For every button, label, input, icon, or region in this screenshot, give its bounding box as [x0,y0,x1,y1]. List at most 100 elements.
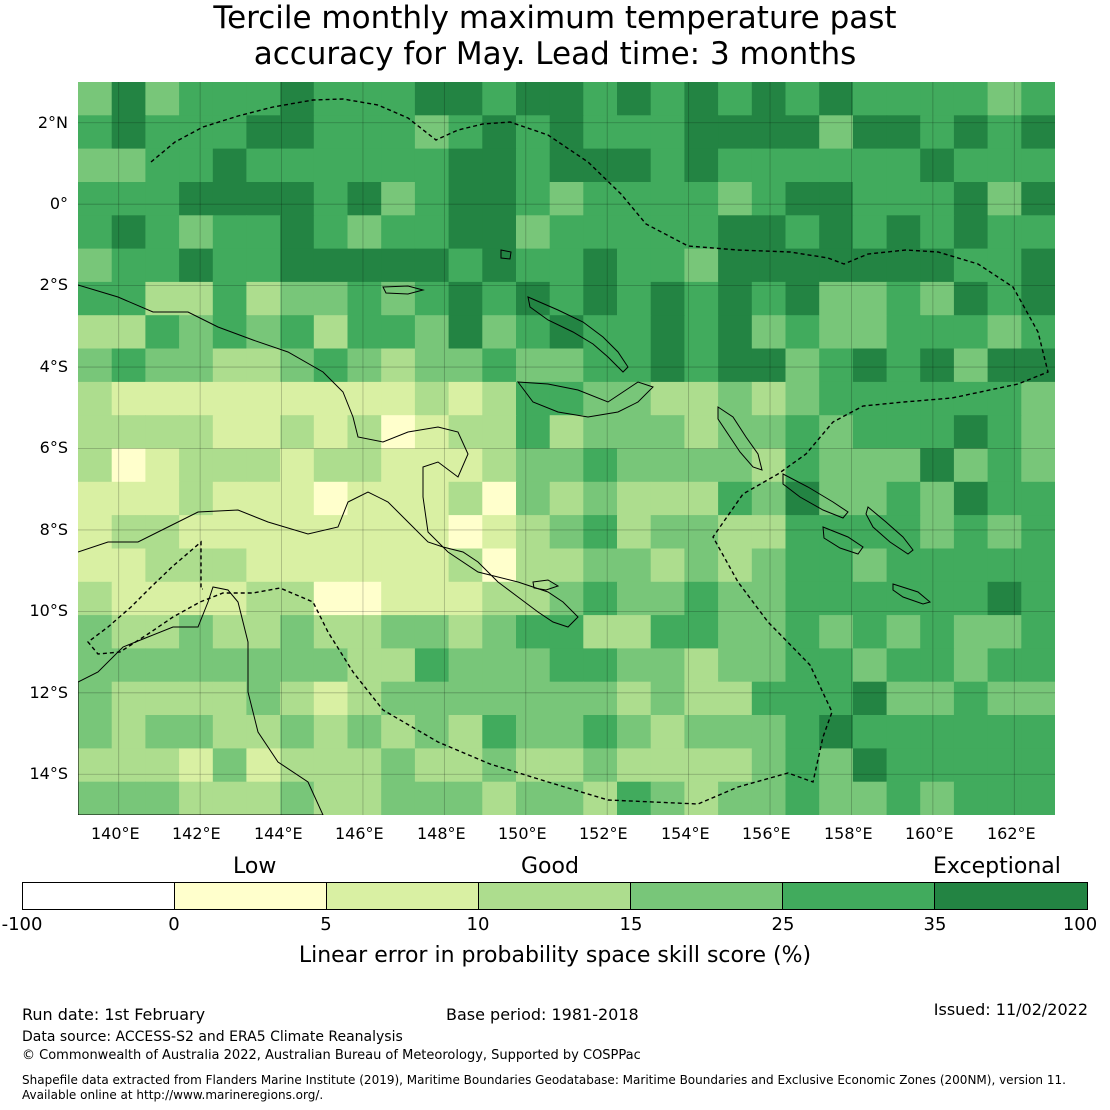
skill-cell [549,715,584,749]
skill-cell [78,315,113,350]
skill-cell [751,681,787,716]
skill-cell [819,215,854,250]
skill-cell [549,415,584,450]
colorbar-tick-label: -100 [1,914,43,935]
skill-cell [684,715,719,749]
skill-cell [1021,281,1055,316]
skill-cell [650,281,685,316]
skill-cell [650,648,685,683]
skill-cell [381,715,416,749]
skill-cell [583,681,618,716]
skill-cell [650,348,685,383]
skill-cell [212,215,248,250]
skill-cell [819,82,854,116]
skill-cell [347,315,382,350]
skill-cell [212,415,248,450]
skill-cell [987,82,1022,116]
skill-cell [1021,548,1055,583]
skill-cell [448,315,483,350]
solomon-malaita-coast [865,506,914,555]
skill-cell [145,82,180,116]
skill-cell [347,115,382,150]
skill-cell [920,381,955,416]
skill-cell [212,781,248,815]
skill-cell [650,681,685,716]
skill-cell [549,581,584,616]
title-line-2: accuracy for May. Lead time: 3 months [253,36,857,72]
skill-cell [179,82,214,116]
manus-coast [382,285,425,295]
skill-cell [482,548,517,583]
skill-cell [684,781,719,815]
skill-cell [650,748,685,783]
skill-cell [650,481,685,516]
skill-cell [987,681,1022,716]
skill-cell [516,515,551,549]
skill-cell [920,681,955,716]
skill-cell [280,481,315,516]
skill-cell [718,448,753,483]
skill-cell [785,315,820,350]
skill-cell [313,548,349,583]
skill-cell [819,148,854,183]
skill-cell [482,715,517,749]
skill-cell [617,515,652,549]
skill-cell [718,515,753,549]
skill-cell [751,748,787,783]
skill-cell [751,781,787,815]
skill-cell [819,581,854,616]
skill-cell [751,182,787,216]
skill-cell [617,648,652,683]
skill-cell [819,681,854,716]
skill-cell [617,615,652,649]
lat-tick-label: 2°N [37,113,68,132]
skill-cell [179,615,214,649]
skill-cell [852,315,888,350]
colorbar-tick-label: 10 [466,914,490,935]
skill-cell [78,581,113,616]
skill-cell [1021,148,1055,183]
skill-cell [179,715,214,749]
skill-cell [280,82,315,116]
skill-cell [347,148,382,183]
skill-cell [111,581,146,616]
skill-cell [650,448,685,483]
skill-cell [381,315,416,350]
skill-cell [516,648,551,683]
skill-cell [212,615,248,649]
data-source: Data source: ACCESS-S2 and ERA5 Climate … [22,1029,403,1045]
skill-cell [785,215,820,250]
skill-cell [953,215,989,250]
colorbar-tick-label: 100 [1062,914,1098,935]
skill-cell [179,215,214,250]
skill-score-map [78,82,1055,815]
skill-cell [718,148,753,183]
lat-tick-label: 14°S [29,764,68,783]
skill-cell [886,348,921,383]
lat-tick-label: 12°S [29,683,68,702]
skill-cell [1021,648,1055,683]
skill-cell [583,115,618,150]
colorbar-segment [935,883,1087,909]
skill-cell [145,248,180,283]
skill-cell [280,581,315,616]
skill-cell [684,281,719,316]
skill-cell [212,115,248,150]
skill-cell [684,415,719,450]
skill-cell [886,281,921,316]
skill-cell [78,681,113,716]
skill-cell [1021,781,1055,815]
skill-cell [381,581,416,616]
skill-cell [246,481,281,516]
skill-cell [313,715,349,749]
skill-cell [111,448,146,483]
skill-cell [987,182,1022,216]
skill-cell [549,515,584,549]
skill-cell [1021,182,1055,216]
skill-cell [617,581,652,616]
skill-cell [516,415,551,450]
skill-cell [549,82,584,116]
skill-cell [78,248,113,283]
skill-cell [347,182,382,216]
map-title: Tercile monthly maximum temperature past… [0,0,1110,72]
